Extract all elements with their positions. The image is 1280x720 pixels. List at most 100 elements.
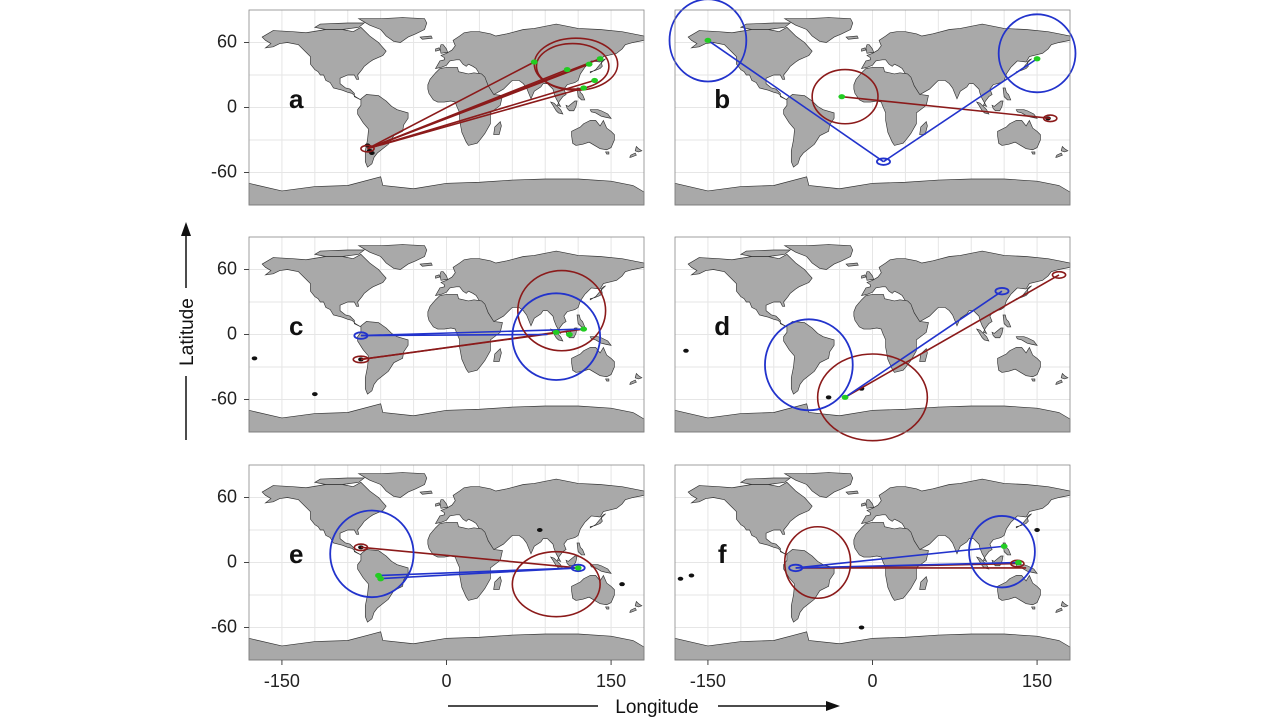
red-circle (511, 550, 601, 618)
black-point (677, 576, 684, 581)
blue-circle (329, 509, 415, 599)
panel-label-d: d (714, 311, 730, 341)
green-point (838, 94, 846, 100)
green-point (841, 394, 849, 400)
blue-line (707, 39, 884, 163)
x-tick-label: 0 (441, 671, 451, 691)
green-point (596, 56, 604, 62)
y-tick-label: 60 (217, 31, 237, 51)
black-point (619, 582, 625, 587)
y-tick-label: -60 (211, 388, 237, 408)
y-tick-label: -60 (211, 616, 237, 636)
red-circle (1051, 270, 1067, 279)
green-point (574, 565, 582, 571)
map-panel-d: d (674, 236, 1071, 442)
black-point (251, 356, 258, 361)
panel-label-b: b (714, 84, 730, 114)
green-point (1033, 56, 1041, 62)
black-point (825, 395, 832, 400)
red-circle (360, 144, 375, 153)
green-point (585, 61, 593, 67)
blue-line (883, 58, 1038, 163)
y-tick-label: 0 (227, 551, 237, 571)
black-point (683, 348, 689, 353)
y-tick-label: 0 (227, 323, 237, 343)
green-point (704, 37, 712, 43)
red-circle (353, 543, 369, 552)
y-tick-label: 0 (227, 96, 237, 116)
map-panel-b: b (668, 0, 1077, 206)
blue-circle (997, 13, 1077, 94)
x-tick-label: -150 (264, 671, 300, 691)
longitude-label-mask (598, 694, 718, 718)
y-tick-label: 60 (217, 486, 237, 506)
blue-circle (968, 515, 1036, 589)
latitude-arrow-icon (181, 222, 191, 236)
y-tick-label: -60 (211, 161, 237, 181)
red-line (360, 546, 579, 569)
red-line (367, 79, 595, 150)
blue-circle (511, 292, 602, 381)
panel-label-e: e (289, 539, 303, 569)
longitude-axis: Longitude (448, 694, 840, 718)
x-tick-label: -150 (690, 671, 726, 691)
green-point (1015, 559, 1022, 566)
red-circle (811, 68, 879, 125)
panel-label-c: c (289, 311, 303, 341)
red-line (841, 95, 1051, 120)
black-point (688, 573, 695, 578)
panel-border (674, 236, 1071, 433)
x-tick-label: 150 (596, 671, 626, 691)
red-line (367, 58, 601, 150)
blue-circle (570, 563, 586, 573)
blue-line (378, 567, 579, 577)
map-panel-f: f -150 0 150 (674, 464, 1071, 691)
map-panels: a 60 0 -60 b c 60 0 -60 d e 60 0 -60 -150 0 150 f -150 0 150 (211, 0, 1077, 691)
green-point (1000, 543, 1008, 549)
x-axis-title: Longitude (615, 697, 698, 718)
panel-border (674, 9, 1071, 206)
red-line (844, 274, 1060, 399)
blue-circle (788, 563, 804, 573)
black-point (858, 625, 865, 630)
red-line (367, 61, 535, 150)
red-circle (535, 42, 610, 90)
green-point (565, 331, 573, 338)
y-tick-label: 60 (217, 258, 237, 278)
blue-circle (764, 318, 854, 412)
green-point (563, 66, 571, 73)
red-circle (352, 355, 370, 364)
green-point (377, 576, 385, 582)
blue-circle (994, 287, 1010, 296)
red-circle (816, 353, 929, 442)
green-point (552, 329, 560, 335)
black-point (312, 392, 318, 397)
map-panel-c: c 60 0 -60 (211, 236, 645, 433)
red-circle (783, 525, 852, 600)
blue-line (795, 561, 1019, 569)
map-panel-e: e 60 0 -60 -150 0 150 (211, 464, 645, 691)
panel-grid (249, 465, 644, 660)
longitude-arrow-icon (826, 701, 840, 711)
panel-label-f: f (718, 539, 727, 569)
blue-line (844, 290, 1003, 398)
blue-circle (875, 157, 891, 166)
green-point (591, 77, 599, 84)
green-point (530, 59, 538, 65)
black-point (1034, 528, 1040, 532)
panel-label-a: a (289, 84, 304, 114)
x-tick-label: 0 (867, 671, 877, 691)
blue-circle (353, 331, 369, 340)
blue-line (360, 328, 584, 337)
latitude-label-mask (176, 288, 198, 376)
red-circle (1042, 114, 1058, 123)
panel-grid (675, 237, 1070, 432)
red-circle (517, 269, 607, 352)
blue-circle (668, 0, 748, 83)
latitude-axis: Latitude (176, 222, 198, 440)
y-axis-title: Latitude (177, 298, 198, 366)
green-point (580, 326, 588, 332)
black-point (536, 528, 543, 532)
x-tick-label: 150 (1022, 671, 1052, 691)
